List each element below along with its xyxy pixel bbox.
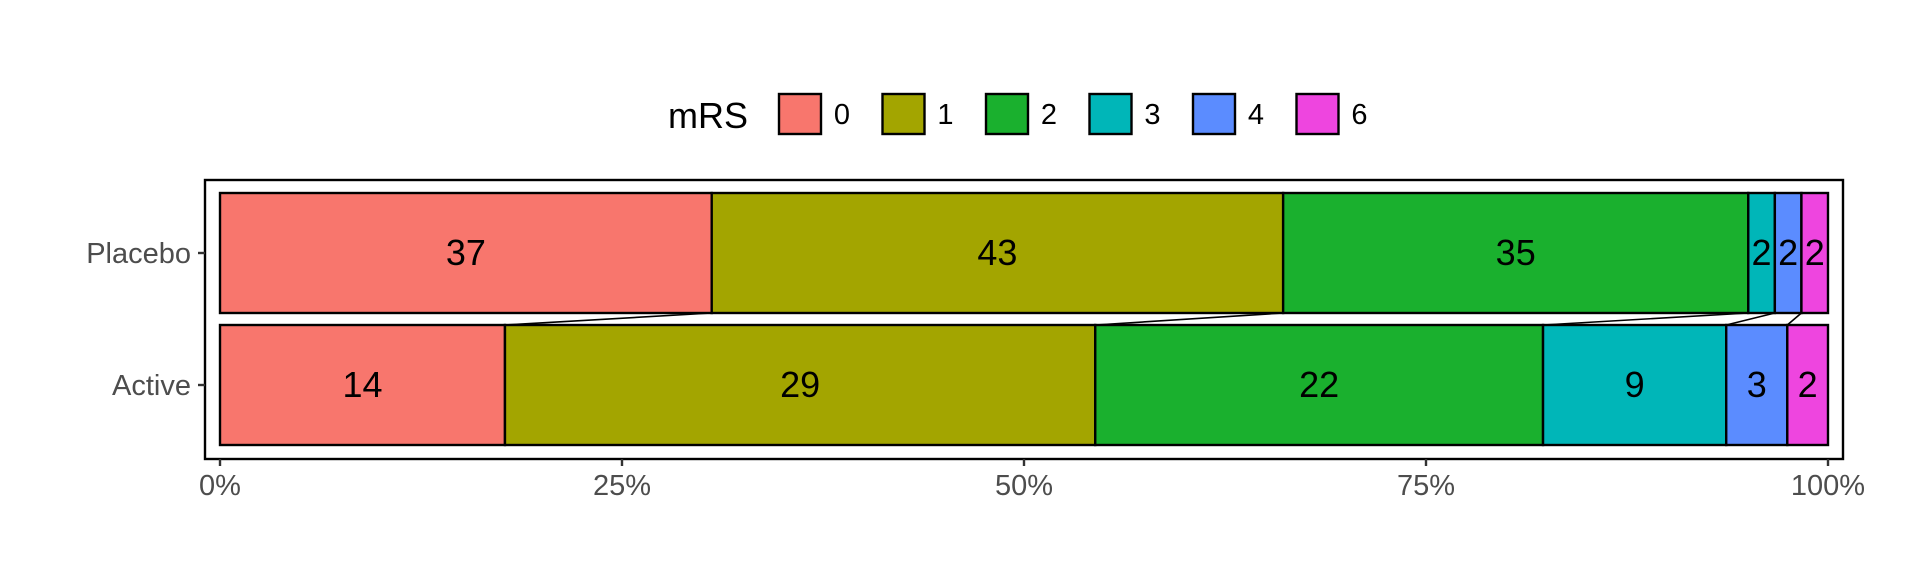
data-label-active-mrs-4: 3 xyxy=(1747,364,1767,405)
data-label-active-mrs-2: 22 xyxy=(1299,364,1339,405)
legend-label-1: 1 xyxy=(937,99,953,131)
bar-active-mrs-2 xyxy=(1094,323,1545,447)
x-tick-label-2: 50% xyxy=(995,470,1053,502)
y-tick-label-placebo: Placebo xyxy=(86,238,191,270)
x-tick-label-1: 25% xyxy=(593,470,651,502)
bar-active-mrs-4 xyxy=(1725,323,1789,447)
legend-key-6 xyxy=(1295,92,1340,136)
connector-5 xyxy=(1786,312,1802,326)
connector-1 xyxy=(504,312,712,326)
data-label-placebo-mrs-6: 2 xyxy=(1805,232,1825,273)
data-label-placebo-mrs-0: 37 xyxy=(446,232,486,273)
data-label-placebo-mrs-4: 2 xyxy=(1778,232,1798,273)
connector-4 xyxy=(1726,312,1776,326)
legend-label-2: 2 xyxy=(1041,99,1057,131)
data-label-active-mrs-6: 2 xyxy=(1798,364,1818,405)
bar-active-mrs-1 xyxy=(503,323,1097,447)
y-tick-label-active: Active xyxy=(112,370,191,402)
legend-label-3: 3 xyxy=(1144,99,1160,131)
bar-placebo-mrs-3 xyxy=(1747,191,1777,315)
data-label-placebo-mrs-3: 2 xyxy=(1752,232,1772,273)
data-label-active-mrs-1: 29 xyxy=(780,364,820,405)
legend-title: mRS xyxy=(668,95,748,136)
legend-key-0 xyxy=(777,92,823,136)
x-axis: 0% 25% 50% 75% 100% xyxy=(199,459,1865,502)
legend: mRS 0 1 2 3 4 6 xyxy=(668,92,1368,136)
bars: 37 43 35 2 2 214 29 22 9 3 2 xyxy=(218,191,1830,447)
y-axis: Placebo Active xyxy=(86,238,205,402)
data-label-active-mrs-0: 14 xyxy=(342,364,382,405)
legend-key-2 xyxy=(984,92,1030,136)
legend-key-3 xyxy=(1088,92,1133,136)
bar-active-mrs-0 xyxy=(218,323,507,447)
x-tick-label-4: 100% xyxy=(1791,470,1865,502)
bar-active-mrs-6 xyxy=(1786,323,1830,447)
flow-connectors xyxy=(220,312,1828,326)
bar-placebo-mrs-6 xyxy=(1800,191,1830,315)
legend-key-4 xyxy=(1191,92,1237,136)
bar-placebo-mrs-1 xyxy=(710,191,1285,315)
data-label-active-mrs-3: 9 xyxy=(1625,364,1645,405)
legend-label-6: 6 xyxy=(1351,99,1367,131)
legend-key-1 xyxy=(881,92,926,136)
data-label-placebo-mrs-1: 43 xyxy=(977,232,1017,273)
x-tick-label-3: 75% xyxy=(1397,470,1455,502)
legend-label-4: 4 xyxy=(1248,99,1264,131)
x-tick-label-0: 0% xyxy=(199,470,241,502)
legend-label-0: 0 xyxy=(834,99,850,131)
data-label-placebo-mrs-2: 35 xyxy=(1496,232,1536,273)
connector-3 xyxy=(1542,312,1749,326)
connector-2 xyxy=(1095,312,1284,326)
bar-active-mrs-3 xyxy=(1541,323,1728,447)
